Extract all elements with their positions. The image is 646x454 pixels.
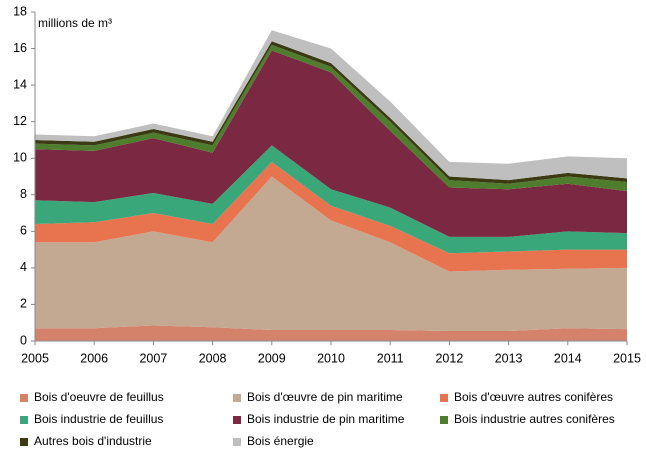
y-tick-label: 10	[13, 151, 27, 165]
x-tick-label: 2010	[317, 351, 345, 365]
y-tick-label: 16	[13, 41, 27, 55]
legend-label: Bois d'oeuvre de feuillus	[34, 390, 164, 404]
legend-label: Bois d'œuvre autres conifères	[454, 390, 613, 404]
y-tick-label: 8	[20, 187, 27, 201]
area	[35, 30, 627, 181]
x-tick-label: 2015	[613, 351, 641, 365]
legend-label: Bois énergie	[247, 434, 314, 448]
y-tick-label: 4	[20, 260, 27, 274]
unit-annotation: millions de m³	[38, 16, 112, 30]
x-tick-label: 2009	[258, 351, 286, 365]
area	[35, 161, 627, 272]
area	[35, 50, 627, 237]
y-tick-label: 12	[13, 114, 27, 128]
y-tick-label: 14	[13, 77, 27, 91]
legend-label: Bois industrie de feuillus	[34, 412, 163, 426]
legend-swatch	[20, 416, 28, 424]
legend-swatch	[233, 416, 241, 424]
y-tick-label: 6	[20, 224, 27, 238]
legend-label: Bois industrie de pin maritime	[247, 412, 405, 426]
x-tick-label: 2008	[199, 351, 227, 365]
legend-swatch	[20, 438, 28, 446]
legend-swatch	[233, 394, 241, 402]
area	[35, 176, 627, 331]
x-tick-label: 2006	[80, 351, 108, 365]
legend-swatch	[233, 438, 241, 446]
legend-label: Bois industrie autres conifères	[454, 412, 615, 426]
legend-swatch	[440, 394, 448, 402]
y-tick-label: 2	[20, 297, 27, 311]
legend-swatch	[20, 394, 28, 402]
area	[35, 325, 627, 341]
x-tick-label: 2005	[21, 351, 49, 365]
legend-label: Bois d'œuvre de pin maritime	[247, 390, 403, 404]
x-tick-label: 2012	[435, 351, 463, 365]
legend-swatch	[440, 416, 448, 424]
y-tick-label: 0	[20, 333, 27, 347]
x-tick-label: 2011	[377, 351, 404, 365]
x-tick-label: 2014	[554, 351, 582, 365]
x-tick-label: 2013	[495, 351, 523, 365]
legend-label: Autres bois d'industrie	[34, 434, 152, 448]
y-tick-label: 18	[13, 4, 27, 18]
x-tick-label: 2007	[139, 351, 167, 365]
area	[35, 145, 627, 254]
